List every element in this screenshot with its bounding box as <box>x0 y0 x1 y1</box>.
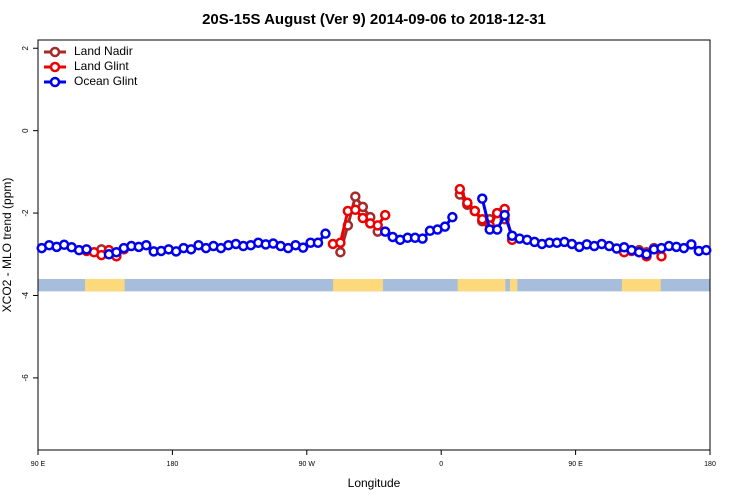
y-tick-label: -2 <box>21 209 30 217</box>
point <box>439 221 451 232</box>
point <box>454 183 466 195</box>
x-tick-label: 90 E <box>568 461 583 468</box>
y-tick-label: 2 <box>21 45 30 50</box>
x-tick-label: 90 E <box>31 461 46 468</box>
legend-marker <box>49 76 61 88</box>
point <box>469 205 481 217</box>
point <box>185 244 197 255</box>
point <box>312 237 324 248</box>
point <box>379 209 391 221</box>
y-tick-label: -4 <box>21 291 30 299</box>
x-axis-label: Longitude <box>348 476 401 490</box>
point <box>350 204 361 216</box>
point <box>462 197 473 209</box>
land-band <box>333 278 383 292</box>
point <box>111 246 122 258</box>
land-band <box>85 278 125 292</box>
land-band <box>457 278 506 292</box>
legend-marker <box>49 61 61 73</box>
point <box>81 244 92 255</box>
point <box>701 244 712 256</box>
point <box>372 220 383 231</box>
point <box>320 228 331 239</box>
land-band <box>621 278 661 292</box>
x-tick-label: 180 <box>167 461 179 468</box>
point <box>641 249 652 260</box>
y-axis-label: XCO2 - MLO trend (ppm) <box>0 178 14 313</box>
legend-label: Ocean Glint <box>74 74 138 88</box>
point <box>491 224 503 235</box>
legend-label: Land Nadir <box>74 44 133 58</box>
point <box>447 211 458 223</box>
point <box>417 233 428 244</box>
legend-label: Land Glint <box>74 59 129 73</box>
point <box>357 212 369 224</box>
legend-marker <box>49 46 61 58</box>
point <box>656 251 667 262</box>
y-tick-label: 0 <box>21 128 30 133</box>
point <box>335 237 346 248</box>
point <box>350 191 361 202</box>
point <box>686 239 697 250</box>
land-band <box>509 278 518 292</box>
point <box>379 226 391 237</box>
point <box>477 193 488 204</box>
y-tick-label: -6 <box>21 374 30 382</box>
point <box>141 239 152 251</box>
point <box>335 246 346 258</box>
point <box>499 209 510 221</box>
x-tick-label: 180 <box>704 461 716 468</box>
x-tick-label: 90 W <box>299 461 316 468</box>
x-tick-label: 0 <box>439 461 443 468</box>
point <box>297 242 309 253</box>
chart-title: 20S-15S August (Ver 9) 2014-09-06 to 201… <box>202 11 546 28</box>
